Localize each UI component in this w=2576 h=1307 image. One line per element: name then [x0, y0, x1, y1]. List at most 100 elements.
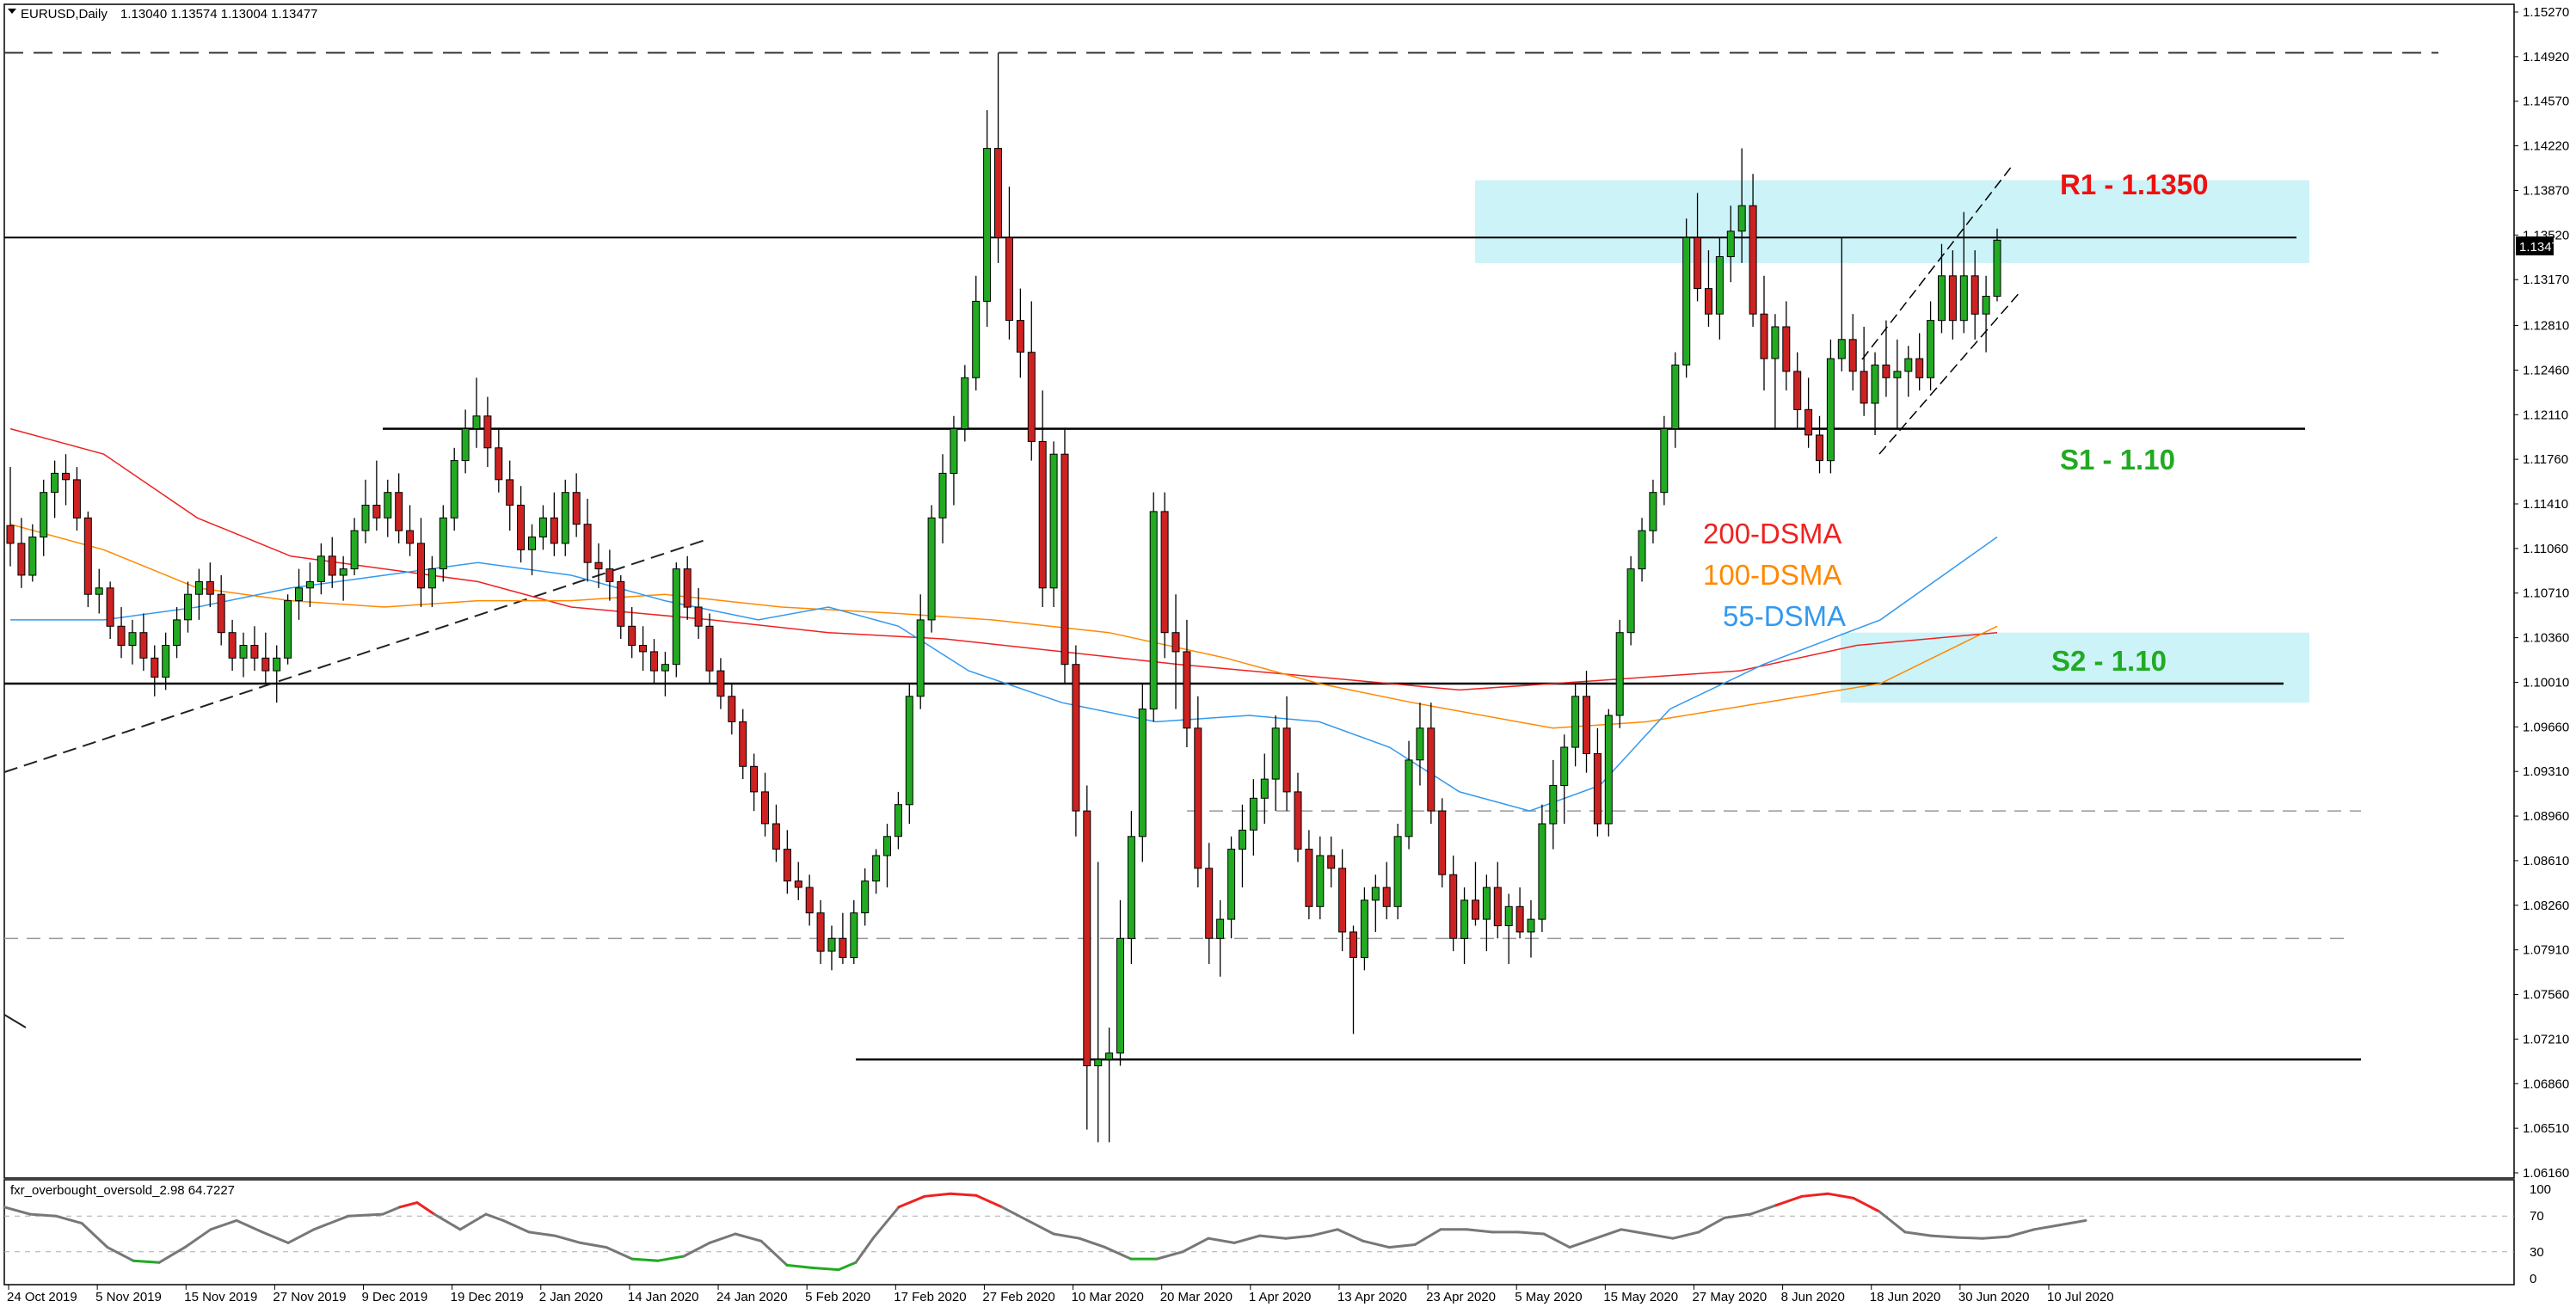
- candle-body: [1705, 288, 1712, 315]
- time-tick-label: 5 Feb 2020: [805, 1290, 870, 1304]
- osc-line-segment: [1026, 1218, 1055, 1236]
- candle-body: [1626, 568, 1635, 634]
- time-tick-label: 18 Jun 2020: [1870, 1290, 1941, 1304]
- candle-body: [406, 530, 415, 544]
- candle-body: [339, 568, 347, 576]
- osc-line-segment: [433, 1212, 462, 1231]
- candle-body: [750, 765, 759, 793]
- price-tick-label: 1.07910: [2523, 943, 2569, 958]
- candle-body: [328, 555, 336, 576]
- osc-line-segment: [1903, 1230, 1933, 1237]
- price-tick-label: 1.11410: [2523, 497, 2568, 512]
- price-tick-label: 1.14220: [2523, 139, 2569, 154]
- candle-body: [1959, 275, 1968, 322]
- candle-body: [1449, 874, 1458, 939]
- candle-body: [728, 696, 736, 722]
- candle-body: [1793, 371, 1802, 410]
- price-tick-label: 1.06160: [2523, 1166, 2569, 1181]
- candle-body: [1027, 352, 1036, 442]
- time-tick-label: 8 Jun 2020: [1781, 1290, 1845, 1304]
- price-tick-label: 1.11060: [2523, 542, 2568, 556]
- candle-body: [1227, 849, 1236, 920]
- level-zones: [1475, 180, 2309, 703]
- osc-line-segment: [183, 1228, 212, 1249]
- price-tick-label: 1.13870: [2523, 183, 2569, 198]
- osc-line-segment: [1258, 1234, 1288, 1240]
- candle-body: [872, 855, 881, 882]
- price-tick-label: 1.07210: [2523, 1032, 2569, 1046]
- osc-line-segment: [708, 1232, 737, 1244]
- price-tick-label: 1.10360: [2523, 631, 2569, 646]
- candle-body: [1171, 632, 1180, 653]
- candle-body: [1482, 887, 1491, 920]
- time-tick-label: 9 Dec 2019: [362, 1290, 428, 1304]
- osc-line-segment: [209, 1218, 238, 1231]
- sma55-label: 55-DSMA: [1723, 600, 1846, 632]
- candle-body: [694, 606, 703, 627]
- trendline-stub: [3, 1014, 27, 1028]
- candle-body: [1061, 453, 1069, 666]
- candle-body: [816, 912, 825, 952]
- candle-body: [1205, 868, 1214, 939]
- candle-body: [1549, 785, 1558, 825]
- candle-body: [1072, 664, 1080, 812]
- price-tick-label: 1.11760: [2523, 452, 2568, 467]
- candle-body: [1382, 887, 1391, 907]
- candle-body: [28, 537, 37, 576]
- candle-body: [350, 530, 359, 570]
- price-tick-label: 1.09310: [2523, 764, 2569, 779]
- candle-body: [1160, 511, 1169, 634]
- osc-line-segment: [1387, 1243, 1417, 1249]
- candle-body: [805, 887, 814, 914]
- level-zone: [1475, 180, 2309, 263]
- ohlc-values: 1.13040 1.13574 1.13004 1.13477: [120, 7, 317, 21]
- candle-body: [1927, 320, 1935, 378]
- osc-line-segment: [1723, 1212, 1752, 1219]
- candle-body: [794, 881, 802, 888]
- osc-line-segment: [484, 1212, 505, 1222]
- candle-body: [1615, 632, 1624, 716]
- candle-body: [1737, 205, 1746, 232]
- price-tick-label: 1.13170: [2523, 273, 2569, 287]
- osc-line-segment: [1284, 1234, 1313, 1240]
- candle-body: [538, 517, 547, 537]
- osc-line-segment: [261, 1230, 290, 1244]
- candle-body: [1239, 829, 1246, 850]
- osc-line-segment: [235, 1218, 264, 1234]
- candle-body: [1183, 651, 1191, 729]
- osc-line-segment: [1671, 1230, 1700, 1240]
- candle-body: [472, 415, 481, 430]
- osc-tick-label: 0: [2530, 1272, 2536, 1286]
- candle-body: [628, 625, 636, 646]
- candle-body: [1016, 320, 1024, 353]
- level-zone: [1841, 632, 2309, 703]
- candle-body: [1782, 326, 1791, 372]
- candle-body: [1083, 810, 1091, 1066]
- candle-body: [1560, 746, 1569, 786]
- osc-line-segment: [1697, 1216, 1726, 1234]
- candle-body: [827, 937, 836, 952]
- time-tick-label: 24 Jan 2020: [716, 1290, 788, 1304]
- time-tick-label: 14 Jan 2020: [628, 1290, 699, 1304]
- candle-body: [839, 937, 847, 959]
- candle-body: [772, 823, 780, 850]
- indicator-panel-frame: [3, 1179, 2515, 1286]
- candle-body: [1438, 810, 1447, 875]
- osc-line-segment: [1000, 1206, 1030, 1222]
- candle-body: [128, 632, 137, 647]
- osc-line-segment: [2007, 1228, 2036, 1238]
- time-axis: 24 Oct 2019 5 Nov 2019 15 Nov 2019 27 Nov 2…: [7, 1285, 2114, 1304]
- osc-line-segment: [3, 1206, 32, 1216]
- osc-line-segment: [630, 1257, 660, 1262]
- candle-body: [1527, 918, 1535, 933]
- osc-line-segment: [923, 1192, 952, 1198]
- candle-body: [1760, 313, 1768, 359]
- candle-body: [1249, 797, 1257, 831]
- candle-body: [972, 300, 981, 378]
- moving-averages: [9, 427, 1998, 812]
- candle-body: [761, 791, 769, 825]
- candle-body: [372, 505, 381, 519]
- candle-body: [250, 645, 259, 659]
- osc-line-segment: [854, 1236, 875, 1264]
